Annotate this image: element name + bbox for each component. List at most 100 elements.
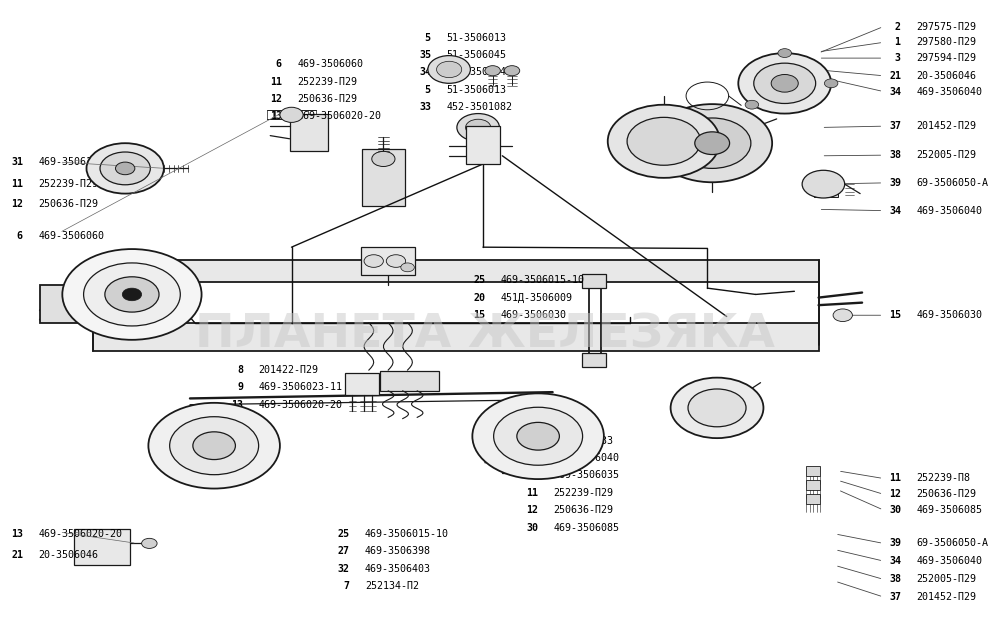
Circle shape (372, 151, 395, 166)
Text: 11: 11 (11, 179, 23, 189)
Circle shape (824, 79, 838, 88)
Circle shape (62, 249, 202, 340)
Circle shape (494, 407, 583, 465)
Text: 39: 39 (889, 178, 901, 188)
Text: 252239-П29: 252239-П29 (554, 488, 614, 498)
Circle shape (148, 403, 280, 489)
Bar (814, 189, 838, 197)
Circle shape (170, 417, 259, 475)
Text: 11: 11 (527, 488, 539, 498)
Text: 22: 22 (527, 436, 539, 446)
Text: 20-3506046: 20-3506046 (916, 71, 976, 81)
Text: 1: 1 (889, 37, 901, 47)
Text: 6: 6 (11, 231, 23, 241)
Circle shape (771, 75, 798, 92)
Text: 201452-П29: 201452-П29 (916, 592, 976, 602)
Circle shape (608, 104, 720, 178)
Circle shape (100, 152, 150, 185)
Text: 252005-П29: 252005-П29 (916, 150, 976, 160)
Circle shape (688, 389, 746, 427)
Text: 469-3506023-11: 469-3506023-11 (259, 382, 343, 392)
Text: 5: 5 (419, 85, 431, 94)
Circle shape (833, 309, 852, 322)
Text: 469-3506403: 469-3506403 (365, 563, 431, 573)
Text: 252134-П2: 252134-П2 (365, 581, 419, 591)
Bar (362, 149, 405, 206)
Circle shape (457, 113, 499, 141)
Text: ПЛАНЕТА ЖЕЛЕЗЯКА: ПЛАНЕТА ЖЕЛЕЗЯКА (195, 313, 775, 358)
Circle shape (401, 263, 414, 272)
Circle shape (754, 63, 816, 103)
Circle shape (472, 393, 604, 479)
Text: 12: 12 (889, 489, 901, 499)
Text: 469-3506020-20: 469-3506020-20 (38, 529, 122, 539)
Bar (40, 285, 93, 323)
Text: 34: 34 (419, 67, 431, 77)
Circle shape (485, 66, 500, 76)
Text: 8: 8 (232, 365, 244, 375)
Text: 12: 12 (270, 94, 282, 104)
Circle shape (695, 132, 730, 154)
Circle shape (517, 422, 559, 450)
Text: 2: 2 (889, 22, 901, 32)
Text: 297575-П29: 297575-П29 (916, 22, 976, 32)
Text: 252005-П29: 252005-П29 (916, 574, 976, 584)
Text: 297594-П29: 297594-П29 (916, 53, 976, 63)
Text: 252239-П29: 252239-П29 (38, 179, 98, 189)
Bar (582, 353, 606, 367)
Text: 469-3506040: 469-3506040 (916, 87, 982, 96)
Bar (93, 323, 819, 351)
Text: 469-3506085: 469-3506085 (554, 523, 620, 532)
Text: 451Д-3506009: 451Д-3506009 (500, 292, 572, 303)
Text: 452-3501082: 452-3501082 (446, 102, 512, 111)
Text: 20-3506046: 20-3506046 (38, 549, 98, 560)
Circle shape (122, 288, 142, 301)
Text: 469-3506085: 469-3506085 (916, 505, 982, 515)
Text: 469-3506060: 469-3506060 (297, 60, 363, 70)
Text: 297580-П29: 297580-П29 (916, 37, 976, 47)
Circle shape (437, 61, 462, 78)
Circle shape (84, 263, 180, 326)
Text: 37: 37 (889, 121, 901, 131)
Circle shape (778, 49, 791, 58)
Circle shape (386, 254, 406, 267)
Bar (345, 373, 379, 395)
Circle shape (745, 100, 759, 109)
Text: 69-3506050-А: 69-3506050-А (916, 178, 988, 188)
Text: 33: 33 (419, 102, 431, 111)
Circle shape (466, 119, 491, 135)
Text: 252239-П8: 252239-П8 (916, 473, 970, 484)
Text: 51-3506013: 51-3506013 (446, 33, 506, 43)
Text: 12: 12 (527, 505, 539, 515)
Circle shape (504, 66, 520, 76)
Text: 30: 30 (889, 505, 901, 515)
Text: 51-3506045: 51-3506045 (446, 50, 506, 60)
Text: 7: 7 (338, 581, 350, 591)
Text: 39: 39 (889, 539, 901, 548)
Text: 252239-П29: 252239-П29 (297, 77, 357, 87)
Circle shape (116, 162, 135, 175)
Circle shape (280, 107, 303, 122)
Text: 469-3506040: 469-3506040 (916, 206, 982, 216)
Circle shape (86, 143, 164, 194)
Text: 38: 38 (889, 574, 901, 584)
Bar (361, 247, 415, 275)
Circle shape (105, 277, 159, 312)
Circle shape (627, 117, 701, 165)
Text: 27: 27 (338, 546, 350, 556)
Text: 38: 38 (889, 150, 901, 160)
Bar (806, 480, 820, 491)
Text: 250636-П29: 250636-П29 (297, 94, 357, 104)
Text: 469-3506060: 469-3506060 (38, 231, 104, 241)
Text: 469-3506015-10: 469-3506015-10 (500, 275, 584, 285)
Text: 51-3506013: 51-3506013 (446, 85, 506, 94)
Bar (502, 438, 565, 473)
Text: 34: 34 (889, 206, 901, 216)
Text: 11: 11 (889, 473, 901, 484)
Text: 34: 34 (889, 87, 901, 96)
Bar (380, 371, 439, 391)
Circle shape (738, 53, 831, 113)
Text: 25: 25 (338, 529, 350, 539)
Bar (806, 494, 820, 505)
Circle shape (193, 432, 235, 460)
